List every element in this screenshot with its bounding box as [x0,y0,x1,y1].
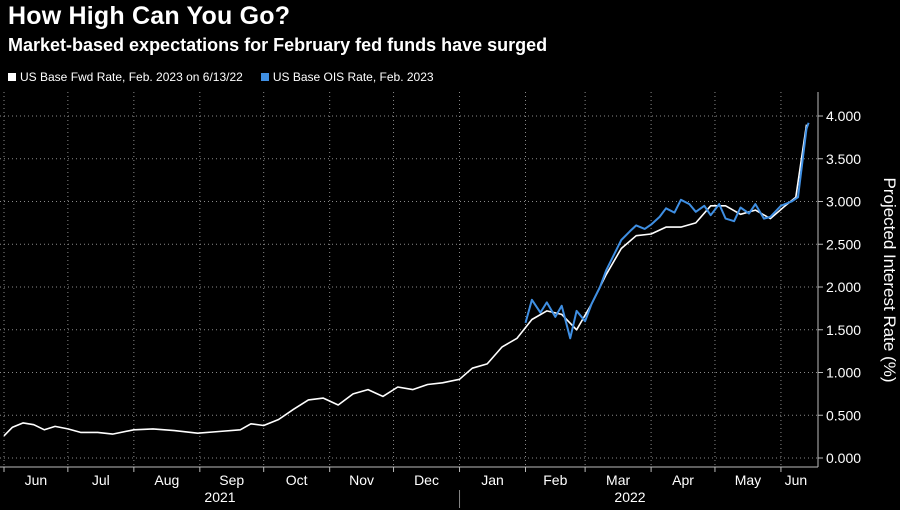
y-tick-label: 2.000 [826,279,861,295]
x-tick-label: Oct [286,472,308,488]
x-tick-label: Sep [219,472,244,488]
x-tick-label: Jun [25,472,48,488]
year-label-2021: 2021 [204,489,235,505]
x-tick-label: Jan [481,472,504,488]
x-tick-label: Jun [785,472,808,488]
year-label-2022: 2022 [614,489,645,505]
x-tick-label: Dec [414,472,439,488]
chart-legend: US Base Fwd Rate, Feb. 2023 on 6/13/22 U… [8,70,434,84]
x-tick-label: Mar [606,472,630,488]
x-tick-label: Feb [543,472,567,488]
y-tick-label: 3.500 [826,151,861,167]
y-tick-label: 3.000 [826,194,861,210]
series-line-fwd-rate [3,124,808,437]
legend-swatch-ois-rate [260,73,269,81]
legend-item-fwd-rate: US Base Fwd Rate, Feb. 2023 on 6/13/22 [8,70,243,84]
chart-title: How High Can You Go? [8,2,291,30]
y-tick-label: 4.000 [826,108,861,124]
legend-swatch-fwd-rate [8,73,16,81]
series-line-ois-rate [524,122,810,340]
x-tick-label: Apr [672,472,694,488]
y-axis-title: Projected Interest Rate (%) [880,177,899,382]
y-tick-label: 1.000 [826,365,861,381]
x-tick-label: May [735,472,761,488]
y-tick-label: 2.500 [826,236,861,252]
x-tick-label: Jul [92,472,110,488]
x-tick-label: Aug [154,472,179,488]
x-tick-label: Nov [349,472,374,488]
legend-label-fwd-rate: US Base Fwd Rate, Feb. 2023 on 6/13/22 [20,70,243,84]
legend-label-ois-rate: US Base OIS Rate, Feb. 2023 [272,70,434,84]
legend-item-ois-rate: US Base OIS Rate, Feb. 2023 [260,70,434,84]
y-tick-label: 1.500 [826,322,861,338]
y-tick-label: 0.500 [826,407,861,423]
chart-subtitle: Market-based expectations for February f… [8,35,548,55]
y-tick-label: 0.000 [826,450,861,466]
